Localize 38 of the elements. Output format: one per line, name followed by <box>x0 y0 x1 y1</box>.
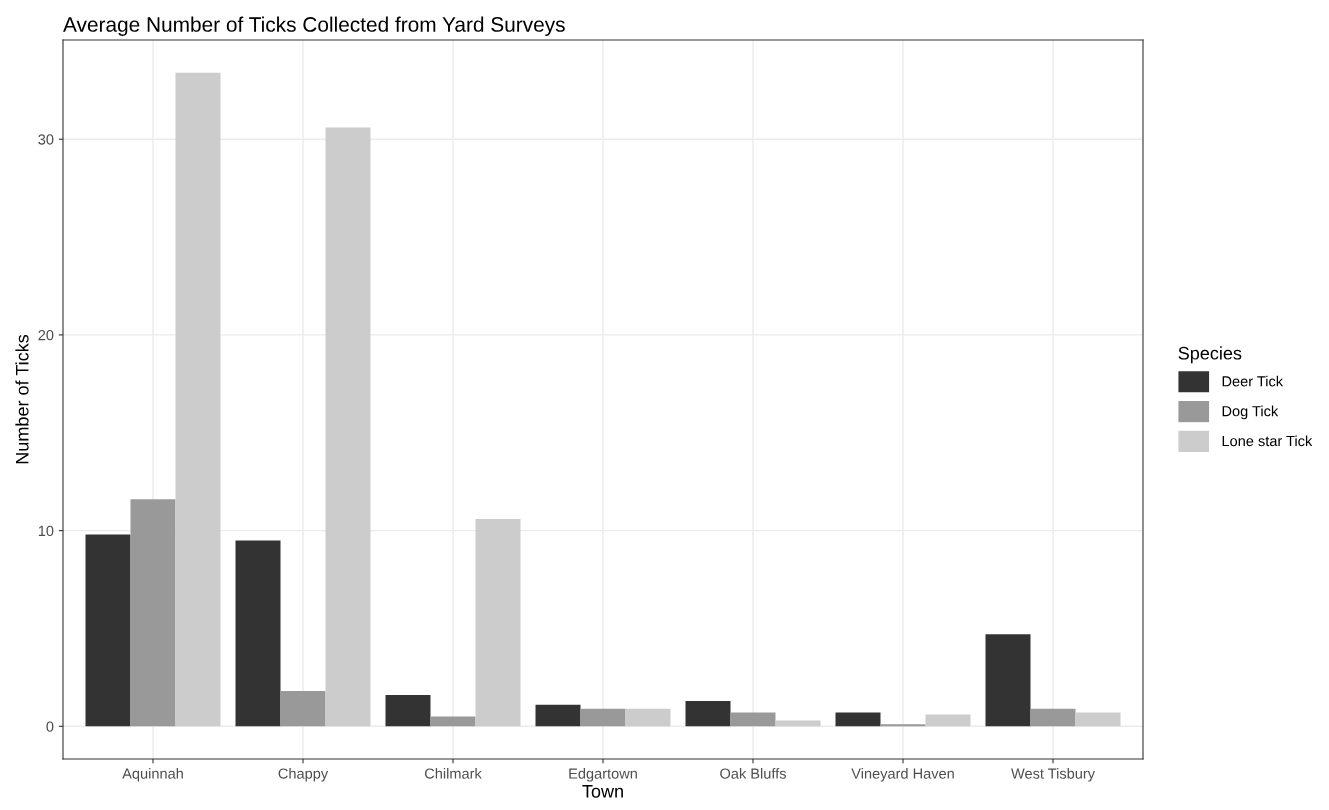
bar <box>625 708 671 727</box>
bar <box>535 704 581 727</box>
chart-title: Average Number of Ticks Collected from Yard Surveys <box>63 16 565 36</box>
bar <box>85 534 131 727</box>
y-tick-label: 30 <box>38 134 54 145</box>
bar <box>730 712 776 727</box>
bar <box>130 499 176 727</box>
legend-label: Deer Tick <box>1222 375 1284 387</box>
bar <box>325 127 371 727</box>
x-axis-title: Town <box>582 785 623 798</box>
bar <box>430 716 476 727</box>
bar <box>475 518 521 727</box>
legend-title: Species <box>1178 346 1242 364</box>
bar <box>280 691 326 727</box>
x-tick-label: Chilmark <box>424 768 482 779</box>
y-axis-title: Number of Ticks <box>15 334 29 464</box>
legend-label: Lone star Tick <box>1222 435 1313 447</box>
bar <box>775 720 821 727</box>
x-tick-label: Aquinnah <box>122 768 183 782</box>
y-tick-label: 0 <box>46 721 54 732</box>
x-tick-label: Chappy <box>278 768 329 782</box>
x-tick-label: Oak Bluffs <box>720 768 786 779</box>
bar <box>925 714 971 727</box>
legend-label: Dog Tick <box>1222 405 1279 420</box>
bar <box>685 700 731 727</box>
bar <box>1075 712 1121 727</box>
y-tick-label: 20 <box>38 330 54 341</box>
bar <box>235 540 281 727</box>
bar <box>175 72 221 727</box>
bar <box>1030 708 1076 727</box>
x-tick-label: Edgartown <box>569 768 637 782</box>
bar <box>835 712 881 727</box>
x-tick-label: West Tisbury <box>1011 768 1095 782</box>
x-tick-label: Vineyard Haven <box>851 768 954 782</box>
y-tick-label: 10 <box>38 525 54 537</box>
bar <box>385 695 431 727</box>
bar <box>985 634 1031 727</box>
bar <box>580 708 626 727</box>
